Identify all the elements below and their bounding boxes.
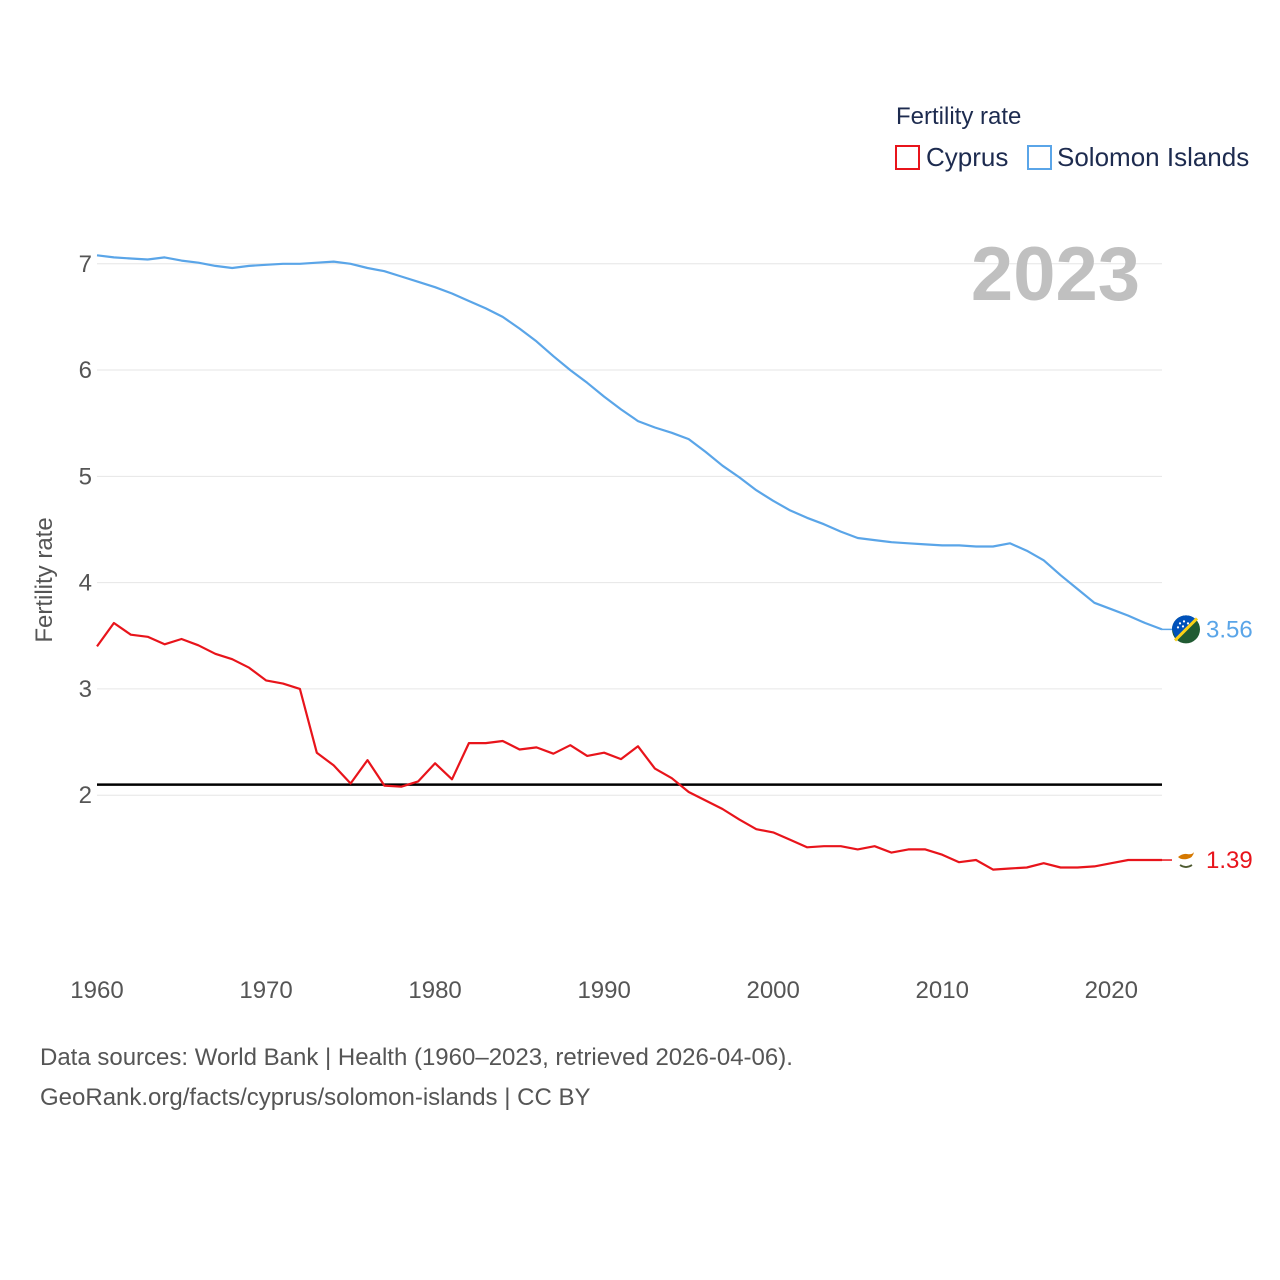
y-tick-label: 6 xyxy=(79,357,92,384)
legend-title: Fertility rate xyxy=(896,103,1021,130)
x-axis-ticks: 1960 1970 1980 1990 2000 2010 2020 xyxy=(70,977,1138,1004)
y-tick-label: 4 xyxy=(79,570,92,597)
x-tick-label: 1960 xyxy=(70,977,123,1004)
legend-swatch-cyprus xyxy=(895,145,920,170)
y-tick-label: 5 xyxy=(79,463,92,490)
legend-item-cyprus[interactable]: Cyprus xyxy=(895,142,1008,172)
cyprus-flag-icon xyxy=(1172,846,1200,875)
x-tick-label: 2020 xyxy=(1085,977,1138,1004)
y-tick-label: 2 xyxy=(79,782,92,809)
x-tick-label: 1980 xyxy=(408,977,461,1004)
footer-sources: Data sources: World Bank | Health (1960–… xyxy=(40,1044,793,1071)
end-value-solomon-islands: 3.56 xyxy=(1206,616,1253,643)
y-tick-label: 7 xyxy=(79,251,92,278)
series-lines xyxy=(96,254,1163,871)
footer-attribution: GeoRank.org/facts/cyprus/solomon-islands… xyxy=(40,1084,591,1111)
series-line-cyprus xyxy=(96,621,1162,871)
y-axis-ticks: 2 3 4 5 6 7 xyxy=(79,251,92,809)
legend-item-solomon-islands[interactable]: Solomon Islands xyxy=(1027,142,1249,172)
x-tick-label: 1970 xyxy=(239,977,292,1004)
legend-label-solomon-islands: Solomon Islands xyxy=(1057,142,1249,172)
end-markers: 1.39 3.56 xyxy=(1162,615,1253,875)
solomon-islands-flag-icon xyxy=(1172,615,1200,644)
year-overlay: 2023 xyxy=(971,232,1140,317)
end-value-cyprus: 1.39 xyxy=(1206,847,1253,874)
x-tick-label: 2000 xyxy=(746,977,799,1004)
y-axis-label: Fertility rate xyxy=(31,517,58,642)
x-tick-label: 2010 xyxy=(916,977,969,1004)
gridlines xyxy=(97,263,1162,796)
series-line-solomon-islands xyxy=(96,254,1163,631)
legend-swatch-solomon-islands xyxy=(1027,145,1052,170)
x-tick-label: 1990 xyxy=(577,977,630,1004)
legend-label-cyprus: Cyprus xyxy=(926,142,1008,172)
legend: Fertility rate Cyprus Solomon Islands xyxy=(895,103,1249,172)
y-tick-label: 3 xyxy=(79,676,92,703)
